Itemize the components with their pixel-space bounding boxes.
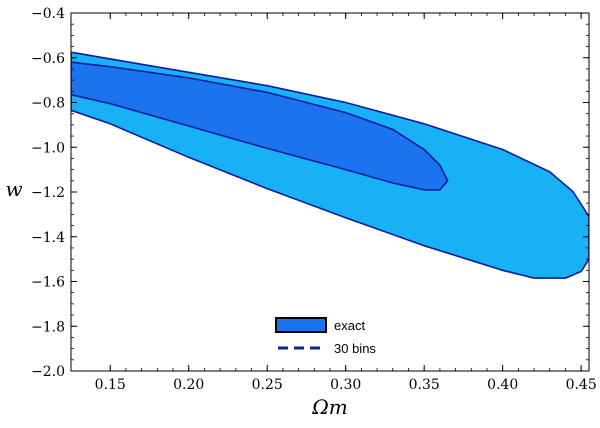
x-axis-title: Ωm — [311, 395, 348, 419]
x-tick-label: 0.20 — [173, 377, 204, 393]
contour-outer-line-30-bins — [71, 51, 589, 279]
y-tick-label: −1.0 — [31, 140, 65, 156]
x-tick-label: 0.40 — [487, 377, 518, 393]
y-tick-label: −0.6 — [31, 51, 65, 67]
legend: exact 30 bins — [275, 317, 376, 356]
y-tick-label: −0.4 — [31, 6, 65, 22]
x-tick-label: 0.30 — [330, 377, 361, 393]
legend-label-exact: exact — [334, 318, 365, 333]
x-tick-label: 0.45 — [566, 377, 597, 393]
axis-ticks — [71, 12, 589, 372]
y-tick-label: −2.0 — [31, 364, 65, 380]
y-tick-label: −1.4 — [31, 230, 65, 246]
x-tick-label: 0.35 — [409, 377, 440, 393]
y-tick-label: −1.8 — [31, 319, 65, 335]
y-tick-label: −1.2 — [31, 185, 65, 201]
y-axis-title: w — [5, 177, 22, 201]
x-tick-label: 0.15 — [95, 377, 126, 393]
contour-inner-fill — [71, 62, 448, 190]
y-tick-label: −0.8 — [31, 96, 65, 112]
y-tick-label: −1.6 — [31, 275, 65, 291]
contour-inner-line-30-bins — [71, 61, 449, 191]
axis-tick-labels: 0.15 0.20 0.25 0.30 0.35 0.40 0.45 −0.4 −0.6 −0.8… — [31, 6, 597, 393]
legend-label-30-bins: 30 bins — [334, 341, 376, 356]
contour-regions — [71, 51, 589, 279]
legend-swatch-exact — [275, 317, 327, 333]
x-tick-label: 0.25 — [252, 377, 283, 393]
